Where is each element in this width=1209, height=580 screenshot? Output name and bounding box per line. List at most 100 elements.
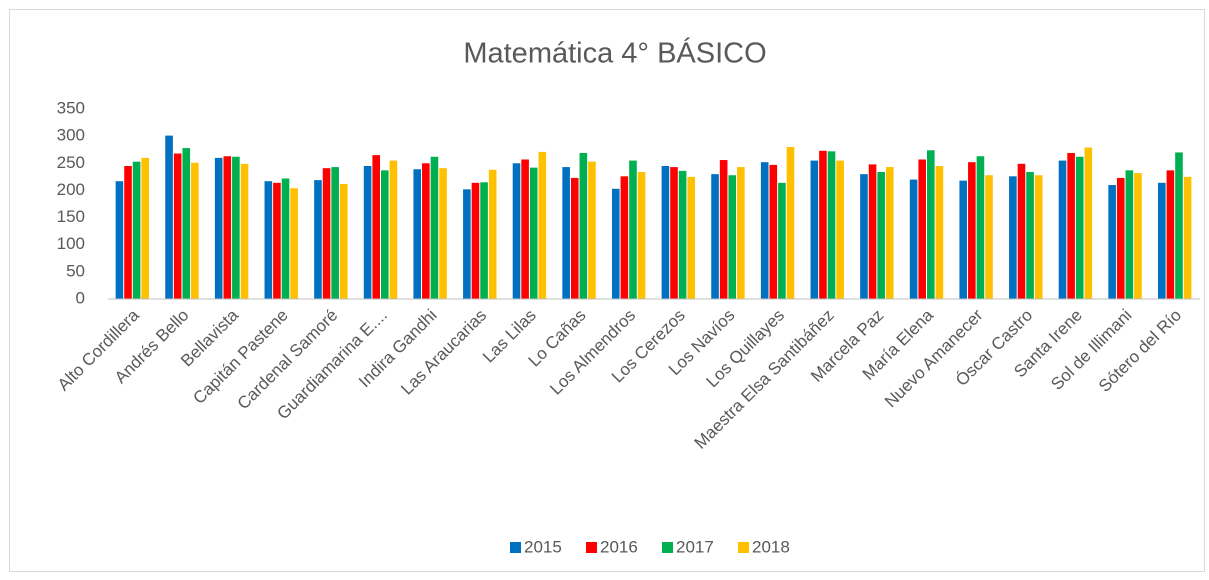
y-tick-label: 0 xyxy=(76,288,85,307)
bar xyxy=(927,150,935,299)
legend-label: 2016 xyxy=(600,537,638,556)
bar xyxy=(422,163,430,299)
bar xyxy=(115,181,124,299)
bar xyxy=(463,189,471,299)
bar xyxy=(588,161,596,299)
bar xyxy=(868,164,877,299)
bar xyxy=(810,160,819,299)
bar xyxy=(1075,156,1084,299)
bar xyxy=(877,171,885,299)
bar xyxy=(182,148,191,299)
y-tick-label: 150 xyxy=(57,207,85,226)
bar xyxy=(935,166,944,299)
bar xyxy=(885,167,894,299)
bar xyxy=(778,182,786,299)
bar xyxy=(860,174,868,299)
bar xyxy=(737,167,745,299)
bar xyxy=(968,162,976,299)
bar xyxy=(372,155,380,299)
bar xyxy=(620,176,629,299)
legend-swatch xyxy=(738,542,749,553)
bar xyxy=(611,188,620,299)
bar xyxy=(769,164,778,299)
bar xyxy=(728,175,737,299)
bar xyxy=(538,151,547,299)
bar xyxy=(1009,176,1017,299)
bar xyxy=(1157,182,1166,299)
bar xyxy=(191,162,199,299)
bar xyxy=(985,175,993,299)
chart-border xyxy=(9,9,1205,572)
bar xyxy=(786,147,795,299)
legend-swatch xyxy=(662,542,673,553)
y-tick-label: 300 xyxy=(57,126,85,145)
bar xyxy=(1026,171,1034,299)
bar xyxy=(389,160,398,299)
bar xyxy=(976,156,985,299)
bar xyxy=(124,166,132,299)
bar xyxy=(223,156,232,299)
bar xyxy=(687,176,696,299)
bar xyxy=(637,171,646,299)
legend-swatch xyxy=(586,542,597,553)
y-tick-label: 250 xyxy=(57,153,85,172)
bar xyxy=(363,166,372,299)
bar xyxy=(141,157,150,299)
bar xyxy=(1134,173,1142,299)
bar xyxy=(339,183,348,299)
bar xyxy=(240,163,249,299)
bar xyxy=(1166,170,1175,299)
bar xyxy=(1108,185,1116,299)
bar xyxy=(471,182,480,299)
bar xyxy=(1017,163,1026,299)
bar xyxy=(661,166,670,299)
bar xyxy=(281,178,290,299)
bar xyxy=(909,179,918,299)
bar xyxy=(232,156,240,299)
bar xyxy=(290,188,298,299)
y-tick-label: 50 xyxy=(66,261,85,280)
bar xyxy=(439,168,447,299)
bar xyxy=(322,168,331,299)
bar xyxy=(678,170,687,299)
bar xyxy=(1058,160,1067,299)
bar xyxy=(1084,147,1093,299)
bar xyxy=(760,162,769,299)
bar xyxy=(819,150,827,299)
y-tick-label: 350 xyxy=(57,98,85,117)
legend-label: 2017 xyxy=(676,537,714,556)
bar xyxy=(918,159,926,299)
bar xyxy=(719,160,728,299)
bar xyxy=(488,169,497,299)
bar xyxy=(1034,175,1043,299)
bar xyxy=(629,160,637,299)
bar xyxy=(827,151,836,299)
bar xyxy=(512,163,521,299)
bar xyxy=(1125,170,1134,299)
bar xyxy=(214,157,223,299)
bar xyxy=(264,181,273,299)
y-tick-label: 100 xyxy=(57,234,85,253)
bar xyxy=(836,160,844,299)
bar xyxy=(1183,176,1192,299)
bar xyxy=(381,170,389,299)
bar xyxy=(670,167,678,299)
bar xyxy=(430,156,439,299)
bar xyxy=(711,174,719,299)
chart-title: Matemática 4° BÁSICO xyxy=(463,37,766,70)
bar xyxy=(331,167,339,299)
bar xyxy=(173,153,182,299)
bar xyxy=(529,167,538,299)
bar xyxy=(1175,152,1183,299)
bar xyxy=(165,135,173,299)
bar xyxy=(132,161,141,299)
bar xyxy=(562,167,570,299)
legend-label: 2018 xyxy=(752,537,790,556)
bar xyxy=(570,177,579,299)
y-tick-label: 200 xyxy=(57,180,85,199)
bar xyxy=(959,180,968,299)
bar xyxy=(1116,177,1125,299)
bar xyxy=(413,169,422,299)
bar xyxy=(521,159,529,299)
